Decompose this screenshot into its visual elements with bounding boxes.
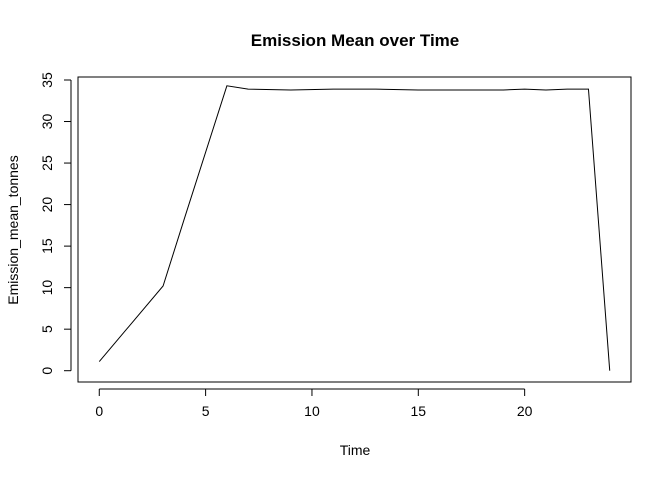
y-tick-label: 35 xyxy=(39,72,55,88)
y-tick-label: 15 xyxy=(39,238,55,254)
x-tick-label: 10 xyxy=(304,403,320,419)
y-tick-label: 30 xyxy=(39,114,55,130)
x-tick-label: 0 xyxy=(95,403,103,419)
series-line-0 xyxy=(98,85,611,371)
plot-frame xyxy=(77,76,632,383)
x-tick-label: 5 xyxy=(202,403,210,419)
chart-title: Emission Mean over Time xyxy=(251,31,459,50)
y-tick-label: 5 xyxy=(39,325,55,333)
x-tick-label: 20 xyxy=(517,403,533,419)
y-axis-label: Emission_mean_tonnes xyxy=(5,155,21,304)
y-tick-label: 10 xyxy=(39,280,55,296)
y-tick-label: 0 xyxy=(39,367,55,375)
y-tick-label: 20 xyxy=(39,197,55,213)
x-tick-label: 15 xyxy=(411,403,427,419)
x-axis-label: Time xyxy=(340,442,371,458)
x-axis: 0 5 10 15 20 xyxy=(95,388,533,419)
series-group xyxy=(98,85,611,371)
y-tick-label: 25 xyxy=(39,155,55,171)
y-axis: 0 5 10 15 20 25 30 35 xyxy=(39,72,72,375)
